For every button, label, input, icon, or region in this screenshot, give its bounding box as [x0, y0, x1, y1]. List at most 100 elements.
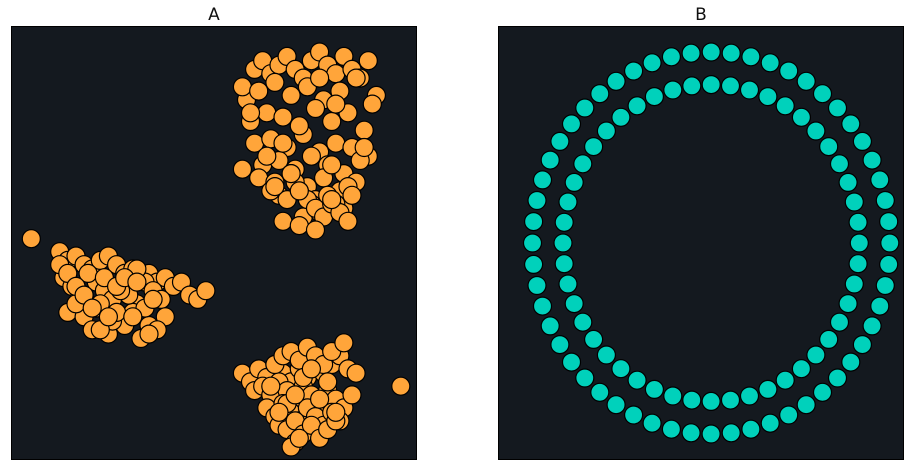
chart-b-point-ring-inner [564, 172, 584, 192]
chart-b-point-ring-inner [573, 154, 593, 174]
chart-b-point-ring-inner [663, 80, 683, 100]
chart-a-point-cluster-1 [305, 220, 326, 240]
chart-a-point-cluster-3 [334, 333, 354, 353]
chart-b-point-ring-inner [583, 329, 604, 349]
chart-b-point-ring-outer [575, 98, 595, 118]
chart-a-point-cluster-1 [322, 111, 342, 132]
chart-b-point-ring-outer [701, 42, 721, 62]
chart-a-point-cluster-1 [322, 190, 342, 210]
chart-b-point-ring-outer [862, 150, 882, 170]
chart-b-point-ring-inner [611, 359, 631, 379]
chart-b-point-ring-outer [590, 84, 610, 104]
chart-a-point-cluster-2 [21, 229, 41, 249]
chart-b-point-ring-inner [554, 254, 574, 274]
chart-b-point-ring-outer [796, 395, 816, 415]
chart-b-point-ring-outer [642, 413, 662, 433]
chart-b-point-ring-outer [812, 382, 833, 402]
chart-b-point-ring-outer [841, 352, 861, 372]
chart-a-point-cluster-2 [196, 281, 216, 301]
chart-a-point-cluster-1 [301, 146, 321, 166]
chart-a-point-cluster-1 [354, 120, 374, 140]
chart-a-point-cluster-1 [310, 68, 330, 88]
chart-b-point-ring-outer [880, 233, 900, 253]
chart-a-title: A [208, 5, 220, 25]
chart-a-point-cluster-1 [257, 103, 277, 123]
chart-b-point-ring-inner [720, 390, 741, 410]
chart-b-point-ring-outer [701, 424, 721, 444]
chart-b-point-ring-inner [644, 379, 664, 399]
chart-b-point-ring-inner [806, 121, 826, 141]
chart-a-point-cluster-1 [289, 116, 309, 136]
chart-b-point-ring-inner [791, 107, 811, 127]
chart-a-point-cluster-3 [391, 376, 411, 396]
chart-a-point-cluster-1 [249, 81, 269, 101]
chart-b-plot [498, 26, 904, 460]
chart-b-point-ring-outer [875, 190, 895, 211]
chart-b-point-ring-inner [844, 192, 864, 212]
chart-b-point-ring-outer [527, 275, 547, 296]
chart-b-point-ring-outer [624, 61, 644, 81]
chart-a-point-cluster-2 [143, 289, 163, 309]
chart-a-point-cluster-1 [358, 51, 378, 71]
chart-b-point-ring-inner [720, 76, 741, 96]
chart-a-point-cluster-3 [289, 428, 309, 448]
chart-b-point-ring-outer [852, 335, 872, 355]
chart-b-point-ring-outer [523, 254, 544, 274]
chart-a-point-cluster-1 [326, 133, 346, 153]
chart-b-point-ring-inner [701, 74, 721, 95]
chart-a-point-cluster-1 [265, 177, 285, 197]
chart-b-point-ring-outer [741, 419, 761, 439]
chart-a-point-cluster-3 [301, 359, 321, 379]
chart-a-point-cluster-2 [98, 307, 119, 327]
chart-a-point-cluster-1 [346, 68, 366, 88]
chart-b-point-ring-inner [596, 121, 617, 141]
chart-b-point-ring-outer [590, 382, 610, 402]
chart-b-point-ring-outer [760, 53, 780, 73]
chart-b-point-ring-outer [812, 84, 833, 104]
chart-b-point-ring-outer [540, 150, 560, 170]
chart-b-point-ring-inner [583, 136, 604, 157]
chart-b-point-ring-inner [829, 154, 850, 174]
chart-a-point-cluster-3 [285, 385, 305, 405]
chart-a-point-cluster-1 [362, 94, 382, 114]
chart-a-point-cluster-1 [232, 77, 252, 97]
chart-b-point-ring-inner [838, 172, 858, 192]
chart-b-point-ring-outer [760, 413, 780, 433]
chart-a-point-cluster-2 [82, 298, 102, 318]
chart-b-point-ring-inner [819, 136, 839, 157]
chart-b-point-ring-outer [870, 170, 890, 190]
chart-a-point-cluster-1 [265, 72, 285, 93]
chart-a-point-cluster-1 [240, 103, 261, 123]
chart-b-point-ring-outer [681, 43, 701, 63]
chart-b-point-ring-outer [561, 352, 582, 372]
chart-b-point-ring-inner [596, 345, 617, 365]
chart-b-point-ring-outer [540, 316, 560, 336]
chart-b-point-ring-inner [848, 212, 868, 232]
chart-a-point-cluster-3 [261, 376, 281, 396]
chart-b-point-ring-inner [554, 212, 574, 232]
chart-b-point-ring-outer [575, 368, 595, 388]
chart-a-point-cluster-1 [326, 64, 346, 84]
chart-a-point-cluster-1 [273, 211, 293, 231]
chart-b-point-ring-outer [606, 71, 626, 91]
chart-b-point-ring-inner [644, 86, 664, 107]
chart-b-point-ring-outer [779, 405, 799, 425]
chart-b-point-ring-outer [606, 395, 626, 415]
chart-b-point-ring-inner [758, 379, 778, 399]
chart-b-point-ring-outer [561, 114, 582, 134]
chart-b-point-ring-inner [758, 86, 778, 107]
chart-b-point-ring-inner [829, 312, 850, 332]
chart-b-point-ring-outer [721, 43, 741, 63]
chart-b-point-ring-inner [844, 274, 864, 294]
chart-b-point-ring-outer [827, 368, 848, 388]
chart-a-point-cluster-1 [338, 211, 358, 231]
chart-b-point-ring-outer [624, 405, 644, 425]
chart-b-point-ring-outer [879, 254, 899, 274]
chart-b-point-ring-outer [522, 233, 543, 253]
chart-a-point-cluster-3 [342, 385, 362, 405]
chart-b-point-ring-outer [661, 47, 681, 67]
chart-a-point-cluster-1 [289, 181, 309, 201]
chart-b-point-ring-outer [841, 114, 861, 134]
chart-a-point-cluster-1 [342, 185, 362, 205]
chart-a-plot [11, 26, 417, 460]
